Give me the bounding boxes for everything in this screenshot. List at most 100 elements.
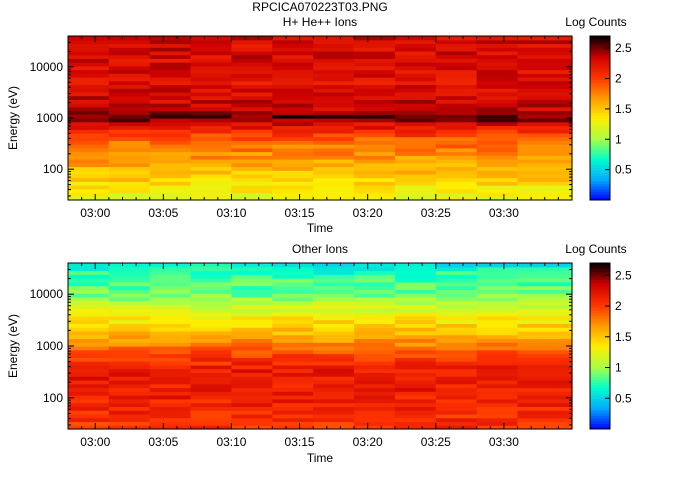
colorbar-segment [590, 334, 610, 339]
heatmap-cell [68, 129, 110, 134]
heatmap-cell [68, 39, 110, 45]
heatmap-cell [354, 80, 396, 86]
x-tick-label: 03:15 [285, 206, 315, 220]
x-tick-label: 03:20 [353, 206, 383, 220]
heatmap-cell [476, 144, 519, 149]
heatmap-cell [394, 417, 437, 423]
heatmap-cell [394, 114, 437, 119]
heatmap-cell [476, 181, 519, 186]
heatmap-cell [272, 342, 314, 347]
heatmap-cell [313, 334, 355, 340]
heatmap-cell [190, 296, 233, 302]
heatmap-cell [68, 62, 110, 67]
heatmap-cell [394, 387, 437, 392]
heatmap-cell [517, 285, 573, 291]
heatmap-cell [476, 170, 519, 175]
heatmap-cell [354, 300, 396, 306]
heatmap-cell [272, 185, 314, 190]
heatmap-cell [231, 73, 273, 78]
heatmap-cell [313, 173, 355, 179]
heatmap-cell [68, 65, 110, 71]
heatmap-cell [517, 330, 573, 336]
heatmap-cell [394, 185, 437, 190]
heatmap-cell [394, 95, 437, 100]
heatmap-cell [68, 136, 110, 141]
heatmap-cell [476, 293, 519, 298]
heatmap-cell [272, 274, 314, 279]
heatmap-cell [394, 88, 437, 93]
colorbar-segment [590, 323, 610, 328]
heatmap-cell [68, 173, 110, 179]
heatmap-cell [272, 91, 314, 97]
heatmap-cell [149, 281, 192, 287]
heatmap-cell [517, 166, 573, 171]
heatmap-cell [476, 151, 519, 156]
heatmap-cell [68, 417, 110, 423]
heatmap-cell [108, 140, 151, 145]
heatmap-cell [108, 312, 151, 317]
heatmap-cell [68, 121, 110, 127]
heatmap-cell [68, 166, 110, 171]
heatmap-cell [108, 106, 151, 112]
colorbar-segment [590, 412, 610, 416]
heatmap-cell [231, 129, 273, 134]
heatmap-cell [354, 395, 396, 400]
heatmap-cell [272, 177, 314, 182]
heatmap-cell [354, 274, 396, 279]
heatmap-cell [354, 62, 396, 67]
y-tick-label: 1000 [36, 339, 63, 353]
heatmap-cell [272, 364, 314, 370]
heatmap-cell [394, 285, 437, 291]
heatmap-cell [149, 162, 192, 168]
heatmap-cell [108, 185, 151, 190]
heatmap-cell [476, 346, 519, 351]
heatmap-cell [272, 425, 314, 430]
heatmap-cell [517, 334, 573, 340]
heatmap-cell [272, 147, 314, 153]
heatmap-cell [517, 353, 573, 358]
heatmap-cell [476, 383, 519, 389]
heatmap-cell [313, 110, 355, 115]
heatmap-cell [231, 162, 273, 168]
heatmap-cell [108, 300, 151, 306]
heatmap-cell [517, 185, 573, 190]
heatmap-cell [68, 353, 110, 358]
heatmap-cell [68, 357, 110, 362]
heatmap-cell [231, 312, 273, 317]
heatmap-cell [517, 293, 573, 298]
heatmap-cell [435, 383, 478, 389]
heatmap-cell [517, 304, 573, 309]
heatmap-cell [108, 413, 151, 419]
heatmap-cell [476, 391, 519, 396]
heatmap-cell [313, 121, 355, 127]
heatmap-cell [149, 192, 192, 197]
heatmap-cell [476, 402, 519, 407]
heatmap-cell [517, 62, 573, 67]
heatmap-cell [231, 177, 273, 182]
heatmap-cell [435, 323, 478, 328]
heatmap-cell [231, 188, 273, 194]
heatmap-cell [435, 364, 478, 370]
heatmap-cell [68, 364, 110, 370]
heatmap-cell [190, 155, 233, 160]
heatmap-cell [190, 406, 233, 411]
heatmap-cell [313, 383, 355, 389]
heatmap-cell [272, 65, 314, 71]
heatmap-cell [108, 398, 151, 404]
heatmap-cell [517, 54, 573, 59]
heatmap-cell [435, 88, 478, 93]
heatmap-cell [313, 140, 355, 145]
colorbar-segment [590, 44, 610, 48]
heatmap-cell [394, 58, 437, 63]
heatmap-cell [149, 147, 192, 153]
heatmap-cell [149, 398, 192, 404]
heatmap-cell [68, 159, 110, 164]
heatmap-cell [272, 166, 314, 171]
heatmap-cell [190, 372, 233, 377]
heatmap-cell [313, 395, 355, 400]
heatmap-cell [272, 151, 314, 156]
heatmap-cell [394, 274, 437, 279]
heatmap-cell [476, 147, 519, 153]
heatmap-cell [394, 110, 437, 115]
